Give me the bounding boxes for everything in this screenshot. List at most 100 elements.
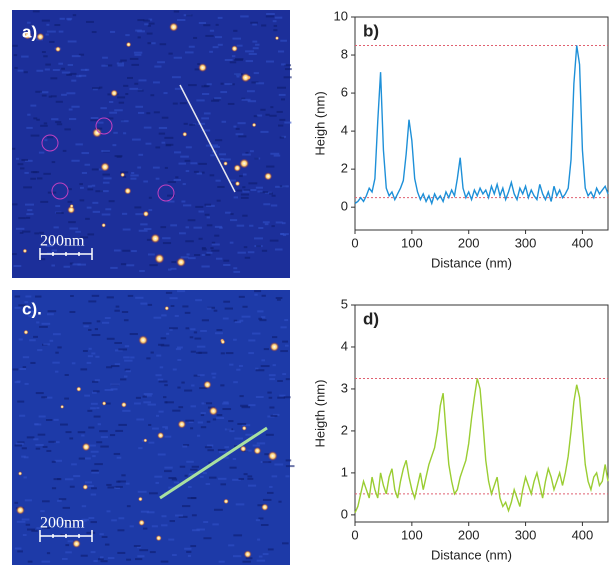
texture-speck bbox=[217, 16, 223, 19]
texture-speck bbox=[71, 55, 81, 58]
texture-speck bbox=[279, 394, 286, 397]
texture-speck bbox=[273, 29, 278, 32]
particle bbox=[143, 438, 148, 443]
texture-speck bbox=[238, 295, 245, 298]
texture-speck bbox=[109, 434, 116, 437]
texture-speck bbox=[157, 61, 165, 64]
texture-speck bbox=[201, 248, 207, 251]
texture-speck bbox=[80, 68, 88, 71]
texture-speck bbox=[101, 213, 111, 216]
texture-speck bbox=[201, 319, 209, 322]
texture-speck bbox=[204, 446, 212, 449]
texture-speck bbox=[267, 391, 272, 394]
texture-speck bbox=[181, 200, 186, 203]
texture-speck bbox=[94, 463, 103, 466]
texture-speck bbox=[164, 401, 168, 404]
texture-speck bbox=[157, 378, 164, 381]
texture-speck bbox=[148, 441, 155, 444]
texture-speck bbox=[167, 194, 176, 197]
texture-speck bbox=[221, 120, 227, 123]
texture-speck bbox=[213, 98, 221, 101]
texture-speck bbox=[115, 485, 123, 488]
plot-frame bbox=[354, 304, 609, 523]
texture-speck bbox=[37, 433, 46, 436]
texture-speck bbox=[270, 414, 278, 417]
texture-speck bbox=[223, 259, 230, 262]
texture-speck bbox=[164, 435, 172, 438]
texture-speck bbox=[27, 560, 33, 563]
texture-speck bbox=[28, 315, 34, 318]
texture-speck bbox=[30, 104, 37, 107]
texture-speck bbox=[258, 317, 263, 320]
texture-speck bbox=[85, 217, 90, 220]
texture-speck bbox=[211, 144, 218, 147]
texture-speck bbox=[185, 327, 190, 330]
texture-speck bbox=[215, 257, 223, 260]
texture-speck bbox=[193, 226, 202, 229]
texture-speck bbox=[152, 427, 159, 430]
particle bbox=[69, 204, 74, 209]
texture-speck bbox=[163, 92, 168, 95]
texture-speck bbox=[70, 295, 74, 298]
texture-speck bbox=[273, 24, 278, 27]
texture-speck bbox=[122, 249, 131, 252]
texture-speck bbox=[148, 22, 155, 25]
texture-speck bbox=[31, 529, 38, 532]
texture-speck bbox=[40, 124, 48, 127]
texture-speck bbox=[71, 159, 80, 162]
texture-speck bbox=[71, 79, 77, 82]
profile-line bbox=[354, 45, 609, 206]
texture-speck bbox=[167, 181, 176, 184]
texture-speck bbox=[78, 457, 86, 460]
texture-speck bbox=[55, 370, 59, 373]
texture-speck bbox=[14, 501, 19, 504]
texture-speck bbox=[284, 64, 292, 67]
texture-speck bbox=[44, 68, 50, 71]
texture-speck bbox=[55, 351, 59, 354]
texture-speck bbox=[102, 173, 110, 176]
texture-speck bbox=[234, 321, 242, 324]
texture-speck bbox=[51, 249, 58, 252]
texture-speck bbox=[284, 319, 289, 322]
texture-speck bbox=[249, 150, 254, 153]
texture-speck bbox=[65, 431, 72, 434]
particle bbox=[101, 222, 106, 228]
texture-speck bbox=[164, 166, 168, 169]
texture-speck bbox=[181, 381, 185, 384]
texture-speck bbox=[262, 461, 272, 464]
texture-speck bbox=[68, 221, 76, 224]
texture-speck bbox=[23, 186, 33, 189]
texture-speck bbox=[118, 423, 127, 426]
texture-speck bbox=[68, 108, 73, 111]
texture-speck bbox=[223, 300, 231, 303]
texture-speck bbox=[138, 153, 144, 156]
texture-speck bbox=[81, 518, 89, 521]
texture-speck bbox=[12, 368, 19, 371]
texture-speck bbox=[88, 328, 92, 331]
texture-speck bbox=[107, 117, 114, 120]
texture-speck bbox=[139, 549, 149, 552]
texture-speck bbox=[254, 293, 258, 296]
texture-speck bbox=[118, 348, 128, 351]
texture-speck bbox=[264, 453, 270, 456]
texture-speck bbox=[277, 396, 286, 399]
texture-speck bbox=[113, 249, 121, 252]
texture-speck bbox=[275, 296, 283, 299]
texture-speck bbox=[154, 475, 163, 478]
texture-speck bbox=[199, 475, 204, 478]
texture-speck bbox=[110, 266, 118, 269]
texture-speck bbox=[212, 46, 219, 49]
texture-speck bbox=[137, 111, 145, 114]
texture-speck bbox=[55, 205, 61, 208]
texture-speck bbox=[216, 329, 223, 332]
texture-speck bbox=[250, 189, 257, 192]
texture-speck bbox=[161, 515, 167, 518]
texture-speck bbox=[146, 112, 151, 115]
texture-speck bbox=[150, 351, 154, 354]
texture-speck bbox=[97, 558, 104, 561]
texture-speck bbox=[120, 378, 127, 381]
texture-speck bbox=[61, 93, 67, 96]
texture-speck bbox=[137, 36, 141, 39]
texture-speck bbox=[265, 60, 275, 63]
